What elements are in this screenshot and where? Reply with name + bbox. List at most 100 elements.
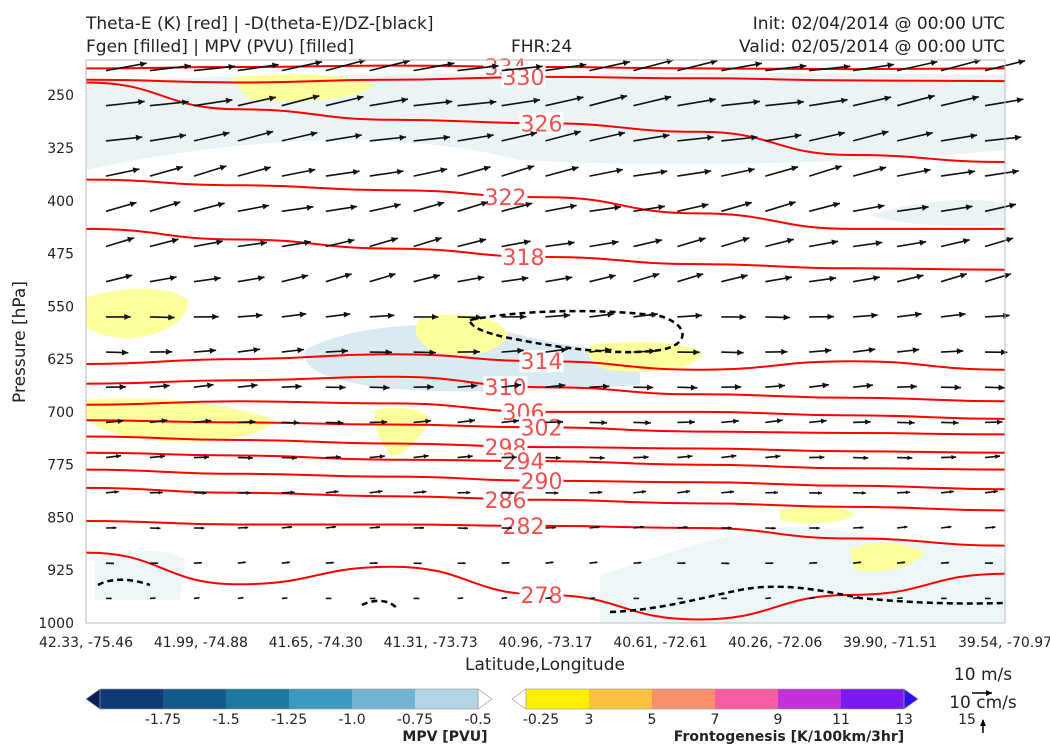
wind-vector-arrowhead	[315, 60, 323, 66]
wind-scale-key: 10 m/s 10 cm/s	[949, 665, 1017, 733]
wind-vector-arrowhead	[251, 382, 258, 389]
wind-vector	[369, 98, 409, 107]
wind-vector-arrowhead	[260, 240, 267, 247]
wind-vector-arrowhead	[923, 167, 931, 174]
wind-vector-arrowhead	[304, 239, 311, 246]
wind-vector-arrowhead	[988, 597, 991, 600]
wind-vector-arrowhead	[510, 491, 515, 495]
wind-vector-arrowhead	[608, 273, 616, 280]
wind-vector	[457, 100, 497, 107]
wind-vector-arrowhead	[376, 525, 381, 529]
wind-vector	[677, 98, 716, 107]
wind-vector-arrowhead	[884, 95, 892, 102]
wind-vector-arrowhead	[794, 133, 802, 139]
wind-vector-arrowhead	[744, 201, 752, 208]
wind-vector-arrowhead	[385, 349, 392, 356]
wind-vector-arrowhead	[219, 165, 227, 171]
wind-vector-arrowhead	[925, 131, 933, 137]
wind-vector-arrowhead	[182, 99, 189, 106]
mpv-colorbar-tick-label: -0.25	[523, 712, 559, 728]
wind-vector-arrowhead	[576, 95, 584, 102]
x-tick-label: 41.31, -73.73	[384, 635, 478, 651]
wind-vector-arrowhead	[829, 275, 836, 282]
wind-vector-arrowhead	[824, 347, 832, 354]
fgen-colorbar-swatch	[589, 689, 652, 709]
wind-vector-arrowhead	[486, 133, 494, 139]
wind-vector-arrowhead	[434, 236, 442, 243]
dthetae-dz-contours	[97, 309, 1006, 614]
y-tick-label: 400	[47, 194, 74, 210]
wind-vector-arrowhead	[611, 239, 619, 246]
wind-vector-arrowhead	[776, 418, 783, 424]
wind-vector	[545, 63, 587, 72]
wind-vector-arrowhead	[292, 455, 297, 461]
wind-vectors	[105, 58, 1026, 600]
fgen-colorbar-tick-label: 9	[774, 712, 783, 728]
x-tick-label: 39.54, -70.97	[958, 635, 1050, 651]
wind-vector-arrowhead	[781, 348, 788, 355]
wind-vector-arrowhead	[616, 167, 623, 174]
dthetae-dz-contour	[97, 578, 151, 587]
wind-vector	[940, 95, 980, 107]
wind-vector	[149, 64, 192, 72]
wind-vector-arrowhead	[930, 60, 938, 66]
wind-vector-arrowhead	[681, 597, 683, 600]
y-tick-label: 250	[47, 88, 74, 104]
wind-vector-arrowhead	[772, 526, 776, 530]
wind-vector-arrowhead	[742, 236, 750, 243]
theta-e-label-bg	[483, 488, 528, 511]
wind-vector-arrowhead	[179, 133, 186, 139]
wind-vector-arrowhead	[594, 561, 598, 564]
wind-vector-arrowhead	[567, 240, 575, 247]
wind-vector-arrowhead	[753, 99, 760, 106]
wind-vector-arrowhead	[171, 237, 179, 244]
wind-vector-arrowhead	[290, 490, 295, 495]
wind-vector-arrowhead	[116, 454, 121, 459]
wind-vector-arrowhead	[861, 491, 866, 495]
fgen-colorbar-tick-label: 11	[832, 712, 850, 728]
wind-vector-arrowhead	[383, 384, 390, 391]
wind-vector-arrowhead	[953, 420, 959, 426]
wind-vector	[413, 62, 455, 72]
chart-title-line1: Theta-E (K) [red] | -D(theta-E)/DZ-[blac…	[86, 14, 434, 34]
wind-vector-arrowhead	[222, 131, 230, 137]
wind-vector-arrowhead	[778, 383, 786, 389]
wind-vector-arrowhead	[695, 312, 702, 319]
fgen-colorbar-swatch	[526, 689, 589, 709]
y-tick-label: 550	[47, 299, 74, 315]
wind-vector-arrowhead	[173, 201, 181, 207]
y-axis-label: Pressure [hPa]	[10, 281, 30, 403]
wind-vector-arrowhead	[747, 167, 755, 174]
wind-vector-arrowhead	[951, 455, 957, 460]
wind-vector-arrowhead	[962, 238, 970, 245]
wind-vector-arrowhead	[266, 130, 274, 137]
plot-frame	[85, 59, 1006, 624]
wind-vector-arrowhead	[614, 204, 621, 211]
wind-vector-arrowhead	[432, 313, 439, 320]
wind-vector-arrowhead	[399, 134, 406, 141]
theta-e-label-bg	[519, 469, 564, 492]
wind-vector-arrowhead	[343, 311, 351, 318]
wind-vector-arrowhead	[168, 314, 175, 321]
wind-vector-arrowhead	[916, 273, 924, 280]
plot-area: 3343303263223183143103063022982942902862…	[85, 56, 1026, 624]
wind-vector-arrowhead	[461, 597, 464, 599]
wind-vector-arrowhead	[687, 454, 693, 459]
wind-vector-arrowhead	[827, 313, 834, 320]
theta-e-contours: 3343303263223183143103063022982942902862…	[85, 56, 1006, 621]
x-tick-label: 39.90, -71.51	[843, 635, 937, 651]
wind-vector-arrowhead	[571, 166, 579, 172]
wind-vector-arrowhead	[887, 62, 894, 69]
wind-vector-arrowhead	[433, 273, 440, 280]
wind-vector-arrowhead	[225, 97, 233, 104]
theta-e-contour-label: 314	[521, 350, 563, 375]
wind-vector-arrowhead	[132, 167, 140, 174]
wind-vector-arrowhead	[111, 562, 114, 565]
wind-vector-arrowhead	[785, 275, 792, 282]
x-tick-label: 40.26, -72.06	[728, 635, 822, 651]
wind-vector-arrowhead	[729, 490, 734, 494]
wind-vector-arrowhead	[169, 275, 177, 281]
wind-vector-arrowhead	[175, 165, 183, 172]
fgen-fill-850	[780, 506, 855, 524]
wind-vector-arrowhead	[158, 490, 163, 495]
